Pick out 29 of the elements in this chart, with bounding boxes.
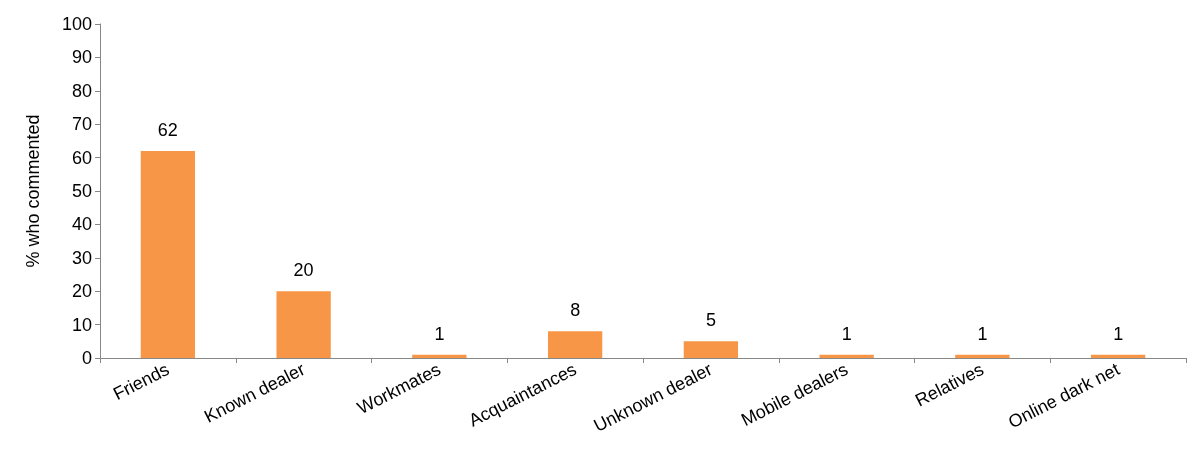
y-tick-label: 90: [71, 47, 92, 68]
y-tick-label: 40: [71, 214, 92, 235]
y-tick-label: 10: [71, 314, 92, 335]
y-tick-label: 80: [71, 80, 92, 101]
data-label: 8: [570, 300, 581, 321]
bar: [547, 331, 603, 358]
y-tick-label: 0: [81, 348, 92, 368]
bar: [1090, 354, 1146, 358]
data-label: 1: [841, 323, 852, 344]
bar: [955, 354, 1010, 358]
data-label: 1: [434, 323, 445, 344]
data-label: 5: [705, 310, 716, 331]
y-tick-label: 70: [71, 114, 92, 135]
data-label: 20: [293, 260, 314, 281]
y-tick-label: 50: [71, 181, 92, 201]
y-tick-label: 20: [71, 281, 92, 302]
y-axis-title: % who commented: [23, 114, 43, 268]
bar: [140, 150, 196, 358]
bar: [819, 354, 874, 358]
y-tick-label: 60: [71, 147, 92, 168]
y-tick-label: 100: [61, 14, 92, 34]
data-label: 1: [1113, 323, 1124, 344]
x-tick-label: Online dark net: [1004, 359, 1123, 433]
bar: [412, 354, 467, 358]
data-label: 1: [977, 323, 988, 344]
bar: [683, 341, 739, 358]
bar: [276, 291, 331, 358]
y-tick-label: 30: [71, 247, 92, 268]
data-label: 62: [157, 119, 178, 140]
